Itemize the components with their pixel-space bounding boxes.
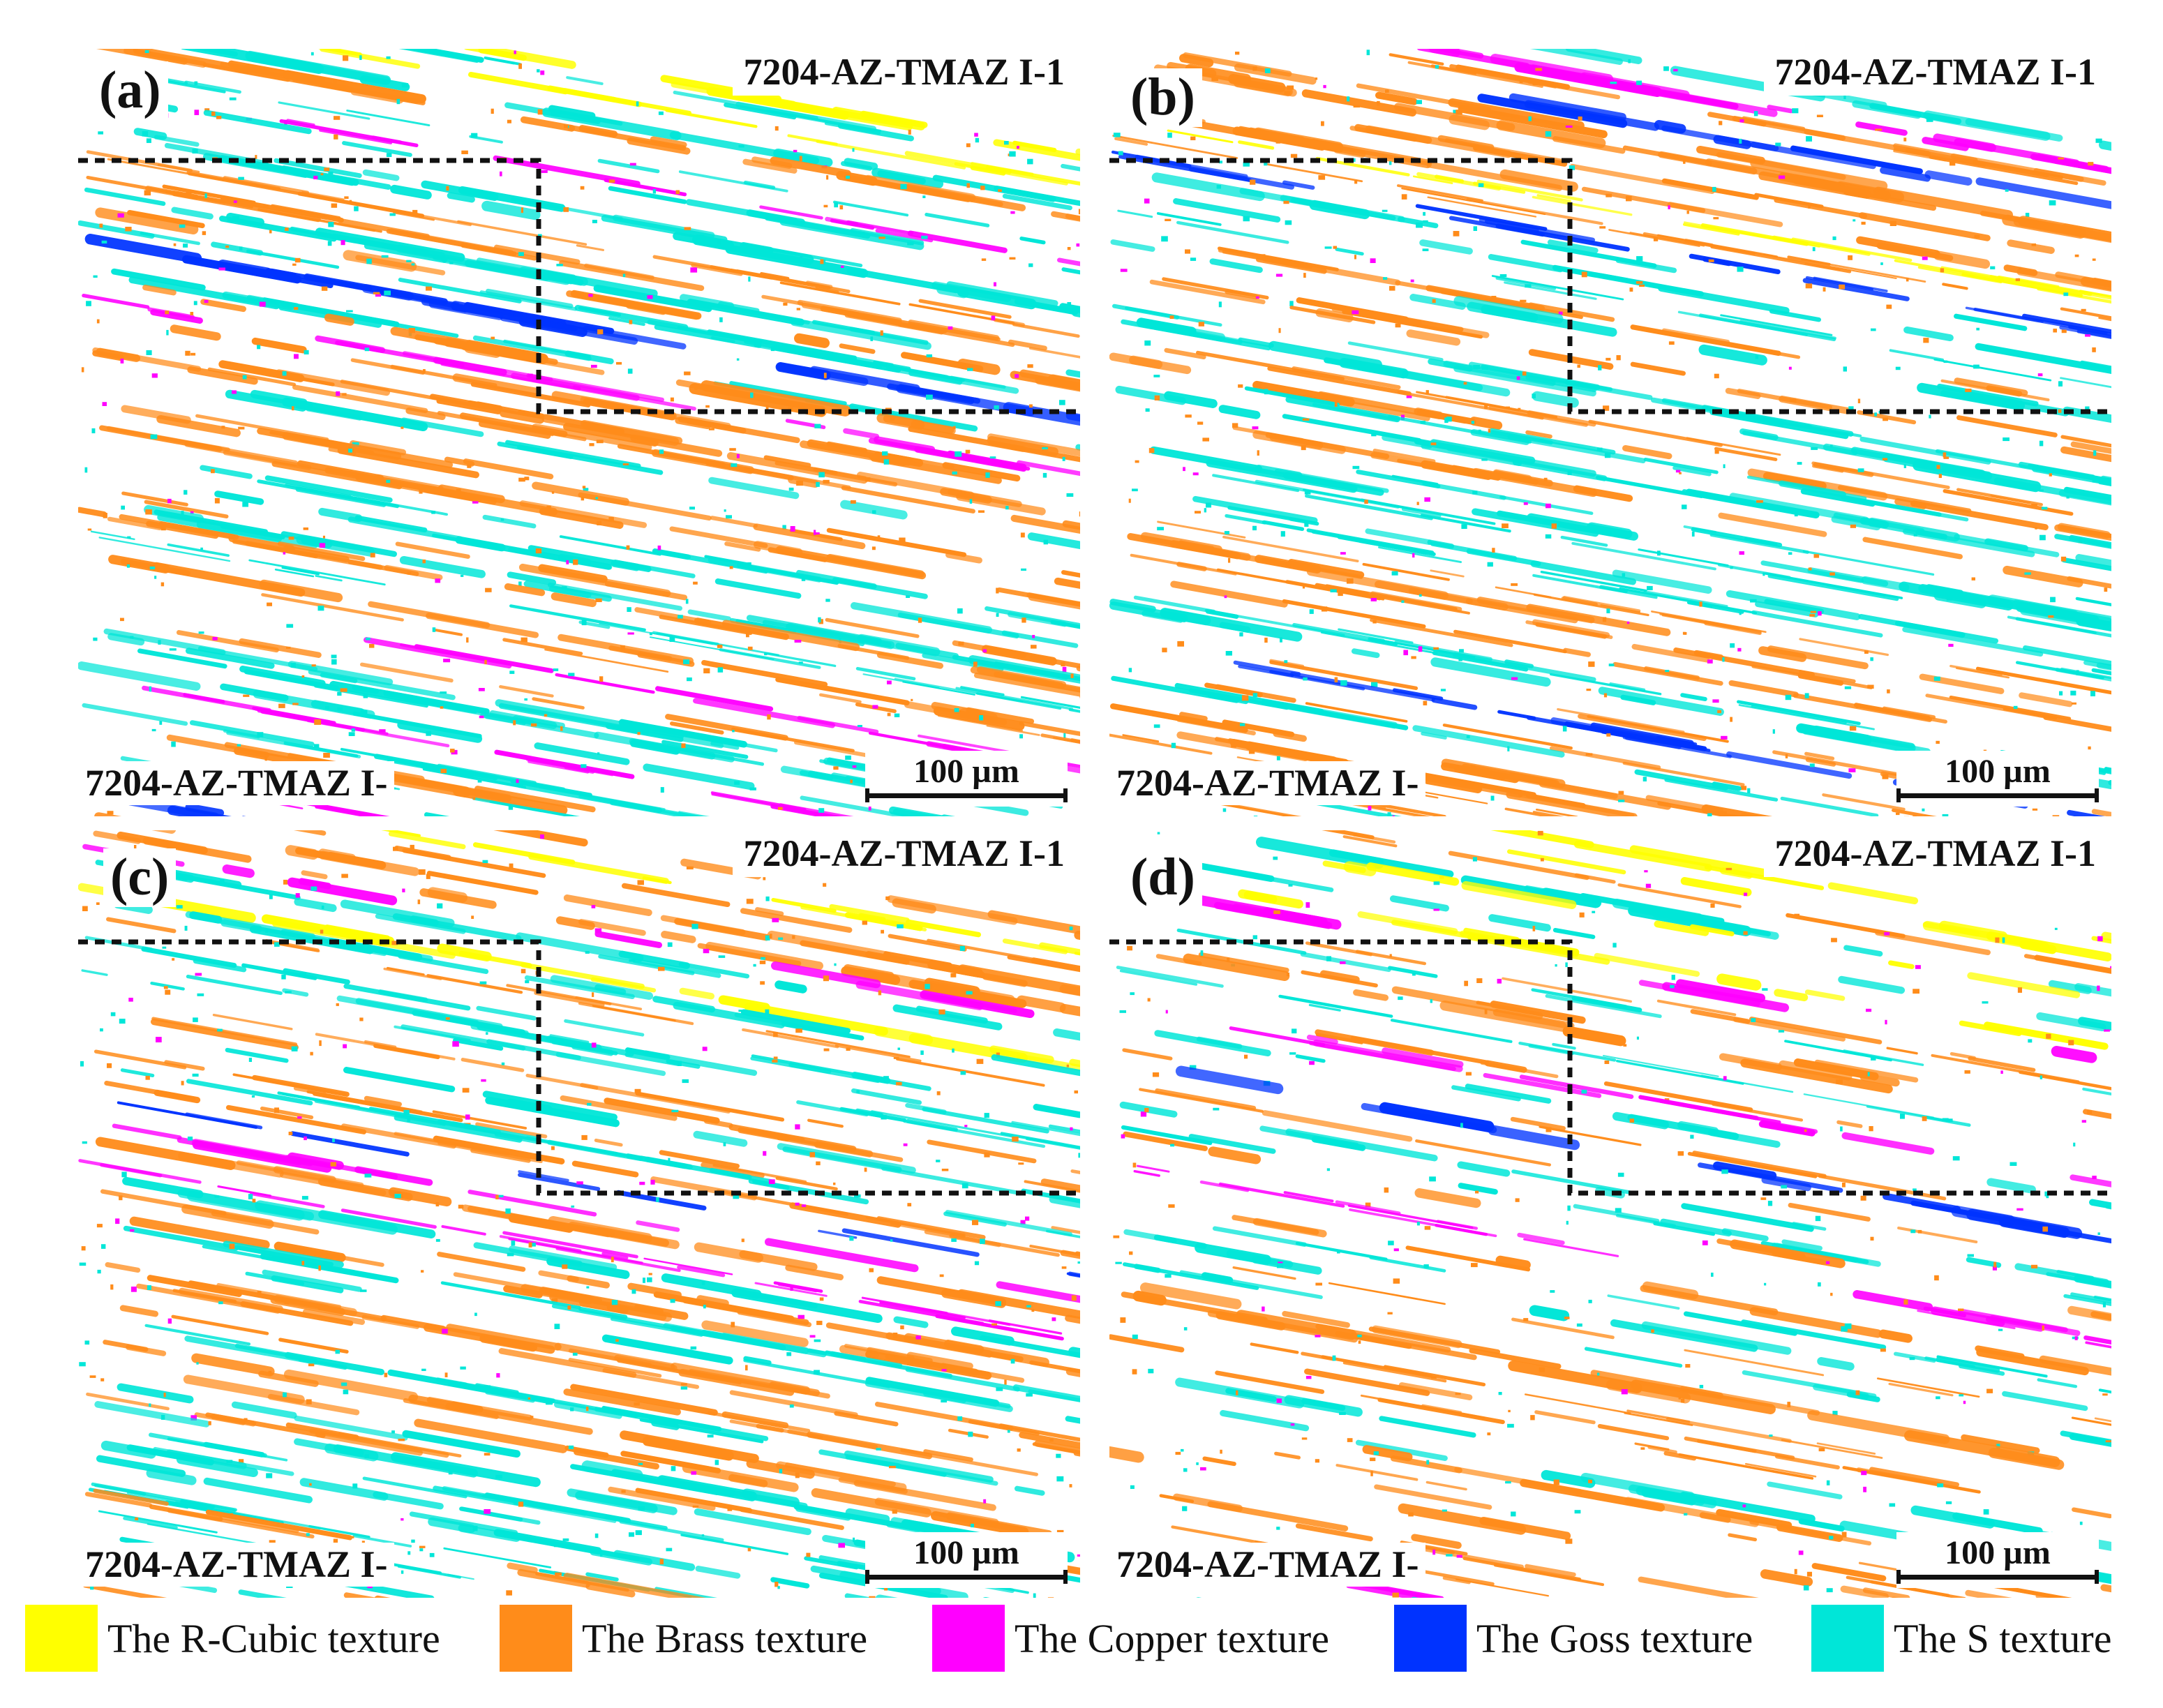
scale-bar: 100 µm	[865, 751, 1068, 807]
legend-label: The Copper texture	[1015, 1615, 1329, 1661]
scale-bar: 100 µm	[1896, 1532, 2099, 1588]
scale-bar-tick	[1896, 1570, 1901, 1584]
panel-letter: (d)	[1123, 848, 1202, 907]
texture-legend: The R-Cubic texture The Brass texture Th…	[25, 1603, 2146, 1673]
region-outline	[1109, 939, 2111, 1196]
legend-swatch	[932, 1605, 1005, 1672]
scale-bar-tick	[865, 1570, 869, 1584]
legend-label: The Brass texture	[582, 1615, 868, 1661]
panel-c: (c) 7204-AZ-TMAZ I-1 7204-AZ-TMAZ I- 100…	[78, 830, 1080, 1598]
panel-bottom-label: 7204-AZ-TMAZ I-	[78, 761, 395, 805]
panel-bottom-label: 7204-AZ-TMAZ I-	[1109, 761, 1426, 805]
scale-bar-label: 100 µm	[1945, 753, 2051, 790]
scale-bar: 100 µm	[865, 1532, 1068, 1588]
scale-bar-label: 100 µm	[1945, 1534, 2051, 1571]
region-outline	[78, 939, 1080, 1196]
legend-item-copper: The Copper texture	[932, 1603, 1329, 1673]
legend-item-r-cubic: The R-Cubic texture	[25, 1603, 440, 1673]
region-outline	[1109, 158, 2111, 414]
legend-swatch	[1394, 1605, 1467, 1672]
panel-letter: (b)	[1123, 68, 1202, 127]
legend-label: The S texture	[1894, 1615, 2112, 1661]
scale-bar-label: 100 µm	[913, 753, 1019, 790]
panel-letter: (c)	[103, 848, 177, 907]
scale-bar-line	[1896, 1575, 2099, 1580]
scale-bar: 100 µm	[1896, 751, 2099, 807]
scale-bar-line	[1896, 793, 2099, 798]
legend-item-brass: The Brass texture	[500, 1603, 867, 1673]
legend-swatch	[500, 1605, 572, 1672]
panel-top-label: 7204-AZ-TMAZ I-1	[1763, 49, 2107, 96]
panel-letter: (a)	[92, 61, 168, 120]
scale-bar-tick	[2095, 788, 2099, 802]
texture-streaks	[1109, 49, 2111, 816]
panel-top-label: 7204-AZ-TMAZ I-1	[1763, 830, 2107, 878]
panel-top-label: 7204-AZ-TMAZ I-1	[732, 49, 1076, 96]
legend-item-goss: The Goss texture	[1394, 1603, 1753, 1673]
scale-bar-tick	[1063, 788, 1068, 802]
region-outline	[78, 158, 1080, 414]
scale-bar-label: 100 µm	[913, 1534, 1019, 1571]
legend-swatch	[25, 1605, 98, 1672]
texture-streaks	[1109, 830, 2111, 1598]
texture-map-c	[78, 830, 1080, 1598]
scale-bar-tick	[1063, 1570, 1068, 1584]
panel-top-label: 7204-AZ-TMAZ I-1	[732, 830, 1076, 878]
texture-streaks	[78, 830, 1080, 1598]
scale-bar-tick	[865, 788, 869, 802]
panel-bottom-label: 7204-AZ-TMAZ I-	[1109, 1542, 1426, 1587]
legend-label: The Goss texture	[1476, 1615, 1753, 1661]
texture-streaks	[78, 49, 1080, 816]
legend-label: The R-Cubic texture	[107, 1615, 440, 1661]
panel-d: (d) 7204-AZ-TMAZ I-1 7204-AZ-TMAZ I- 100…	[1109, 830, 2111, 1598]
texture-map-a	[78, 49, 1080, 816]
legend-swatch	[1811, 1605, 1884, 1672]
panel-bottom-label: 7204-AZ-TMAZ I-	[78, 1542, 395, 1587]
texture-map-b	[1109, 49, 2111, 816]
scale-bar-line	[865, 793, 1068, 798]
legend-item-s: The S texture	[1811, 1603, 2111, 1673]
scale-bar-tick	[1896, 788, 1901, 802]
texture-map-d	[1109, 830, 2111, 1598]
panel-b: (b) 7204-AZ-TMAZ I-1 7204-AZ-TMAZ I- 100…	[1109, 49, 2111, 816]
scale-bar-tick	[2095, 1570, 2099, 1584]
scale-bar-line	[865, 1575, 1068, 1580]
panel-a: (a) 7204-AZ-TMAZ I-1 7204-AZ-TMAZ I- 100…	[78, 49, 1080, 816]
